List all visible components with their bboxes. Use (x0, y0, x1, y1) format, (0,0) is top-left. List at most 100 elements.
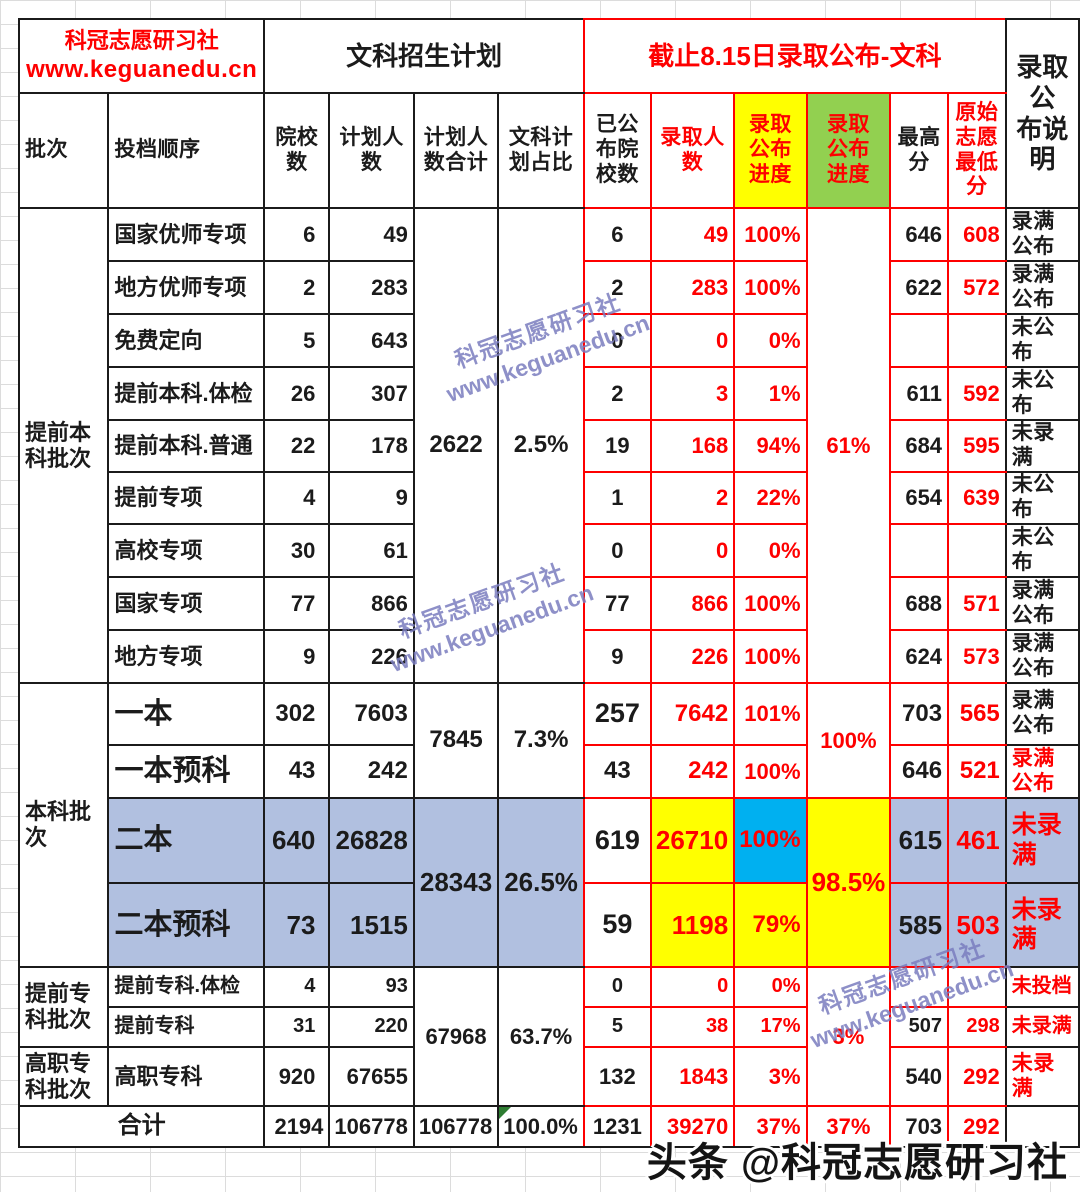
cell-m1-plan-total: 2622 (412, 207, 500, 684)
cell-r12-min: 461 (947, 797, 1007, 884)
cell-r9-min: 573 (947, 629, 1007, 684)
cell-r12-progress: 100% (733, 797, 808, 884)
cell-r9-max: 624 (889, 629, 950, 684)
brand-name: 科冠志愿研习社 (64, 28, 219, 54)
cell-m1-plan-pct: 2.5% (497, 207, 585, 684)
cell-r3-progress: 0% (733, 313, 808, 368)
cell-r2-seq: 地方优师专项 (107, 260, 266, 315)
cell-r4-min: 592 (947, 366, 1007, 421)
cell-total-progress: 37% (733, 1105, 808, 1148)
cell-r3-pub: 0 (582, 313, 652, 368)
cell-r12-note: 未录满 (1004, 797, 1080, 884)
cell-r8-min: 571 (947, 576, 1007, 631)
cell-r5-seq: 提前本科.普通 (107, 419, 266, 473)
cell-r16-min: 292 (947, 1046, 1007, 1107)
table-row: 免费定向 5 643 0 0 0% 未公布 (19, 313, 1080, 368)
cell-total-plan: 106778 (328, 1105, 415, 1148)
cell-r2-plan: 283 (328, 260, 415, 315)
cell-r13-min: 503 (947, 882, 1007, 968)
cell-r10-pub: 257 (582, 682, 652, 746)
cell-r15-pub: 5 (582, 1006, 652, 1048)
cell-r2-note: 录满公布 (1004, 260, 1080, 315)
cell-r13-max: 585 (889, 882, 950, 968)
cell-r11-progress: 100% (733, 744, 808, 799)
cell-r1-schools: 6 (263, 207, 331, 262)
cell-r11-pub: 43 (582, 744, 652, 799)
batch-label-early-college: 提前专 科批次 (17, 966, 110, 1048)
table-row: 国家专项 77 866 77 866 100% 688 571 录满公布 (19, 576, 1080, 631)
table-row: 地方优师专项 2 283 2 283 100% 622 572 录满公布 (19, 260, 1080, 315)
cell-r4-seq: 提前本科.体检 (107, 366, 266, 421)
cell-r15-admitted: 38 (649, 1006, 736, 1048)
cell-r4-progress: 1% (733, 366, 808, 421)
header-row-top: 科冠志愿研习社 www.keguanedu.cn 文科招生计划 截止8.15日录取… (17, 18, 1080, 209)
cell-r14-note: 未投档 (1004, 966, 1080, 1008)
cell-r7-min (947, 523, 1007, 578)
cell-r7-admitted: 0 (649, 523, 736, 578)
cell-r1-admitted: 49 (649, 207, 736, 262)
cell-r3-schools: 5 (263, 313, 331, 368)
cell-r12-pub: 619 (582, 797, 652, 884)
cell-r11-max: 646 (889, 744, 950, 799)
cell-r12-admitted: 26710 (649, 797, 736, 884)
cell-r5-admitted: 168 (649, 419, 736, 473)
cell-r8-plan: 866 (328, 576, 415, 631)
table-row: 高职专 科批次 高职专科 920 67655 132 1843 3% 540 2… (17, 1046, 1080, 1107)
cell-r9-schools: 9 (263, 629, 331, 684)
table-row: 本科批 次 一本 302 7603 7845 7.3% 257 7642 101… (17, 682, 1080, 968)
cell-r14-min (947, 966, 1007, 1008)
cell-r8-seq: 国家专项 (107, 576, 266, 631)
cell-r15-schools: 31 (263, 1006, 331, 1048)
cell-r14-seq: 提前专科.体检 (107, 966, 266, 1008)
cell-r3-note: 未公布 (1004, 313, 1080, 368)
admission-table: 科冠志愿研习社 www.keguanedu.cn 文科招生计划 截止8.15日录取… (17, 18, 1080, 1148)
cell-r9-pub: 9 (582, 629, 652, 684)
cell-r2-pub: 2 (582, 260, 652, 315)
cell-total-plan-pct: 100.0% (497, 1105, 585, 1148)
cell-m3-progress: 3% (805, 966, 892, 1107)
col-header-plan-pct: 文科计 划占比 (497, 92, 585, 209)
cell-r13-pub: 59 (582, 882, 652, 968)
cell-r6-note: 未公布 (1004, 471, 1080, 525)
table-row: 提前专项 4 9 1 2 22% 654 639 未公布 (19, 471, 1080, 525)
cell-r5-plan: 178 (328, 419, 415, 473)
cell-r13-seq: 二本预科 (107, 882, 266, 968)
cell-r9-plan: 226 (328, 629, 415, 684)
cell-total-note (1004, 1105, 1080, 1148)
total-row: 合计 2194 106778 106778 100.0% 1231 39270 … (17, 1105, 1080, 1148)
cell-r6-pub: 1 (582, 471, 652, 525)
col-header-min-score: 原始 志愿 最低 分 (947, 92, 1007, 209)
cell-m2a-plan-total: 7845 (412, 682, 500, 799)
cell-r4-pub: 2 (582, 366, 652, 421)
cell-r11-seq: 一本预科 (107, 744, 266, 799)
table-row: 二本 640 26828 28343 26.5% 619 26710 100% … (19, 797, 1080, 968)
batch-label-ug: 本科批 次 (17, 682, 110, 968)
cell-m3-plan-total: 67968 (412, 966, 500, 1107)
table-row: 提前专 科批次 提前专科.体检 4 93 67968 63.7% 0 0 0% … (17, 966, 1080, 1107)
cell-r16-note: 未录满 (1004, 1046, 1080, 1107)
cell-r16-seq: 高职专科 (107, 1046, 266, 1107)
cell-total-progress2: 37% (805, 1105, 892, 1148)
cell-r13-schools: 73 (263, 882, 331, 968)
cell-r3-seq: 免费定向 (107, 313, 266, 368)
cell-r16-admitted: 1843 (649, 1046, 736, 1107)
cell-r15-progress: 17% (733, 1006, 808, 1048)
cell-r6-schools: 4 (263, 471, 331, 525)
table-row: 二本预科 73 1515 59 1198 79% 585 503 未录满 (19, 882, 1080, 968)
cell-r14-admitted: 0 (649, 966, 736, 1008)
cell-r1-pub: 6 (582, 207, 652, 262)
cell-r7-schools: 30 (263, 523, 331, 578)
col-header-batch: 批次 (17, 92, 110, 209)
table-row: 地方专项 9 226 9 226 100% 624 573 录满公布 (19, 629, 1080, 684)
cell-r16-pub: 132 (582, 1046, 652, 1107)
col-header-admitted: 录取人 数 (649, 92, 736, 209)
cell-m2b-plan-total: 28343 (412, 797, 500, 968)
col-header-schools: 院校 数 (263, 92, 331, 209)
note-column-title: 录取公 布说明 (1004, 18, 1080, 209)
col-header-max-score: 最高 分 (889, 92, 950, 209)
cell-r8-note: 录满公布 (1004, 576, 1080, 631)
cell-r13-admitted: 1198 (649, 882, 736, 968)
cell-r5-min: 595 (947, 419, 1007, 473)
cell-r10-progress: 101% (733, 682, 808, 746)
toutiao-credit: 头条 @科冠志愿研习社 (646, 1141, 1068, 1185)
